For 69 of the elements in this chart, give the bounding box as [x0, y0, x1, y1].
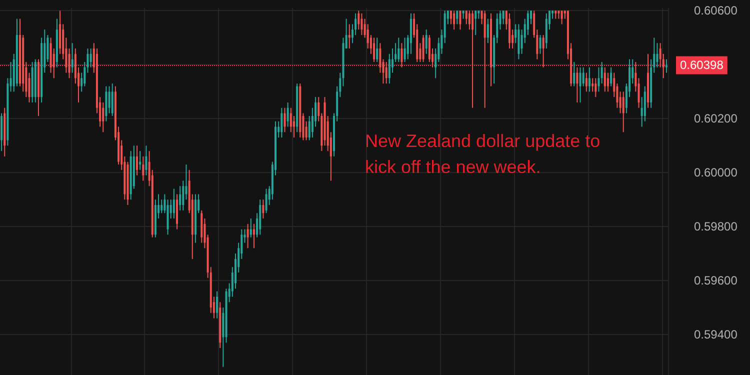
candlestick [459, 10, 462, 30]
candlestick [160, 199, 163, 214]
candlestick [539, 34, 542, 54]
y-tick-label: 0.59400 [694, 328, 738, 342]
candlestick [502, 10, 504, 25]
candlestick [456, 10, 458, 25]
y-tick-label: 0.59800 [694, 220, 738, 234]
candlestick [422, 34, 424, 62]
candlestick [216, 290, 218, 319]
candlestick [453, 10, 456, 30]
candlestick [425, 29, 428, 54]
candlestick [373, 37, 376, 62]
candlestick [656, 42, 658, 68]
candlestick [179, 186, 182, 211]
candlestick [665, 58, 668, 74]
candlestick [592, 78, 594, 92]
candlestick [594, 78, 597, 98]
candlestick [576, 66, 578, 103]
y-tick-label: 0.59600 [694, 274, 738, 288]
candlestick [292, 115, 295, 138]
candlestick [68, 48, 70, 79]
candlestick [142, 156, 144, 182]
candlestick [111, 83, 114, 116]
candlestick [604, 66, 606, 92]
candlestick [622, 91, 624, 133]
candlestick [542, 34, 544, 68]
candlestick [376, 37, 378, 62]
candlestick [486, 18, 489, 44]
candlestick [573, 61, 576, 87]
candlestick [588, 66, 591, 92]
candlestick [136, 145, 138, 176]
candlestick [606, 72, 609, 92]
annotation: New Zealand dollar update to kick off the new week. [365, 131, 606, 177]
candlestick [360, 12, 363, 36]
y-tick-label: 0.60000 [694, 166, 738, 180]
candlestick [472, 10, 474, 108]
candlestick [102, 102, 104, 133]
candlestick [252, 223, 255, 249]
y-tick-label: 0.60200 [694, 112, 738, 126]
candlestick [139, 150, 142, 170]
candlestick [280, 107, 283, 138]
candlestick [579, 66, 582, 103]
candlestick [172, 188, 175, 219]
candlestick [400, 42, 403, 68]
candlestick [404, 37, 406, 62]
candlestick [385, 61, 388, 84]
candlestick [90, 48, 92, 68]
candlestick [398, 37, 400, 62]
candlestick [610, 66, 612, 87]
candlestick [379, 42, 382, 74]
candlestick [71, 42, 74, 74]
candlestick [468, 10, 470, 30]
candlestick [560, 10, 563, 25]
candlestick [286, 102, 289, 128]
ref-line-label: 0.60398 [680, 58, 724, 72]
candlestick [600, 61, 603, 84]
candlestick [250, 218, 252, 238]
candlestick [284, 107, 286, 133]
candlestick [108, 86, 110, 114]
candlestick [598, 66, 600, 92]
candlestick [265, 188, 268, 214]
candlestick [582, 66, 584, 87]
candlestick [262, 199, 264, 219]
y-tick-label: 0.60600 [694, 4, 738, 18]
candlestick [145, 145, 148, 176]
candlestick [585, 72, 588, 92]
candlestick [246, 223, 249, 249]
candlestick [474, 10, 477, 36]
candlestick [348, 24, 350, 49]
